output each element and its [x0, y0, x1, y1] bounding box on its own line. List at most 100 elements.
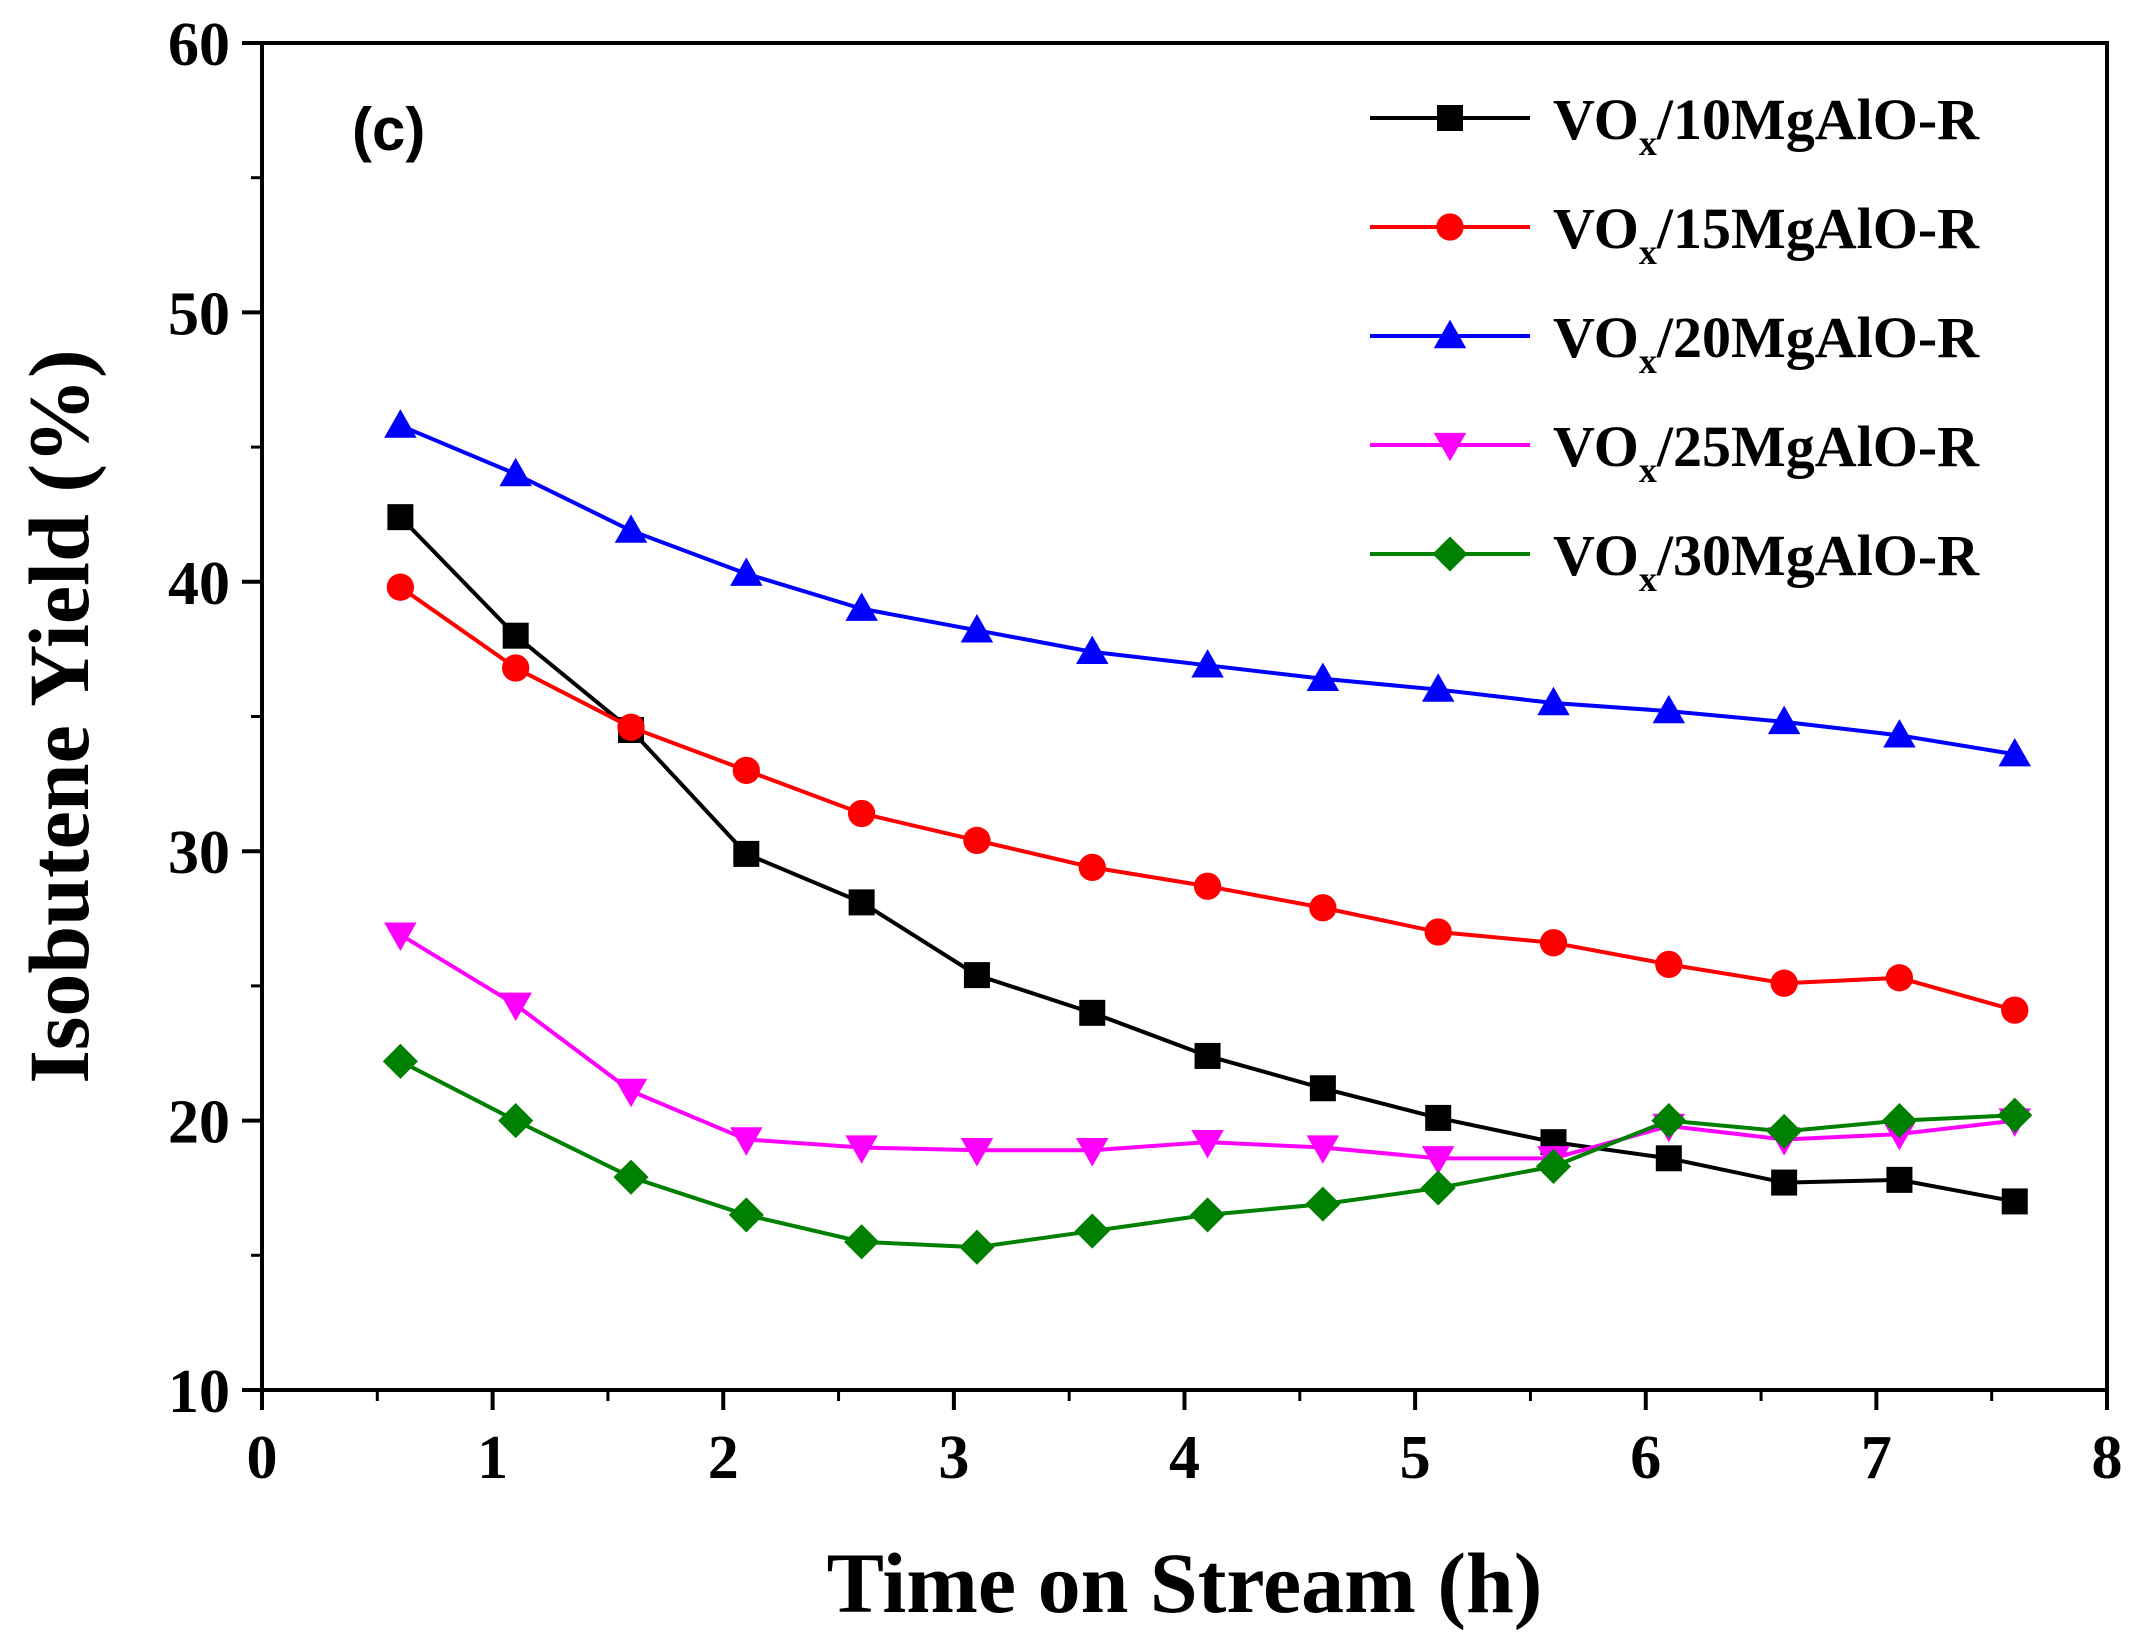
data-point: [1306, 662, 1340, 691]
data-point: [1424, 918, 1452, 946]
data-point: [1539, 929, 1568, 957]
data-point: [1766, 1113, 1802, 1149]
series-layer: [382, 409, 2033, 1265]
data-point: [1078, 853, 1106, 882]
data-point: [1074, 1213, 1110, 1249]
data-point: [499, 992, 532, 1022]
marker-diamond: [1432, 536, 1468, 572]
data-point: [387, 504, 414, 531]
axes-layer: 0 1 2 3 4 5 6 7 8 10 20 30 40 50 60: [168, 11, 2123, 1492]
series-3: [384, 409, 2031, 767]
panel-label: (c): [352, 96, 425, 163]
data-point: [1190, 1197, 1226, 1233]
data-point: [502, 654, 530, 682]
data-point: [1997, 1097, 2033, 1133]
data-point: [384, 409, 417, 438]
data-point: [382, 1043, 418, 1079]
y-tick-label: 20: [168, 1089, 230, 1157]
data-point: [1420, 1170, 1456, 1206]
x-tick-label: 6: [1630, 1424, 1661, 1492]
data-point: [848, 889, 875, 916]
data-point: [1655, 950, 1683, 978]
legend-label: VOx/10MgAlO-R: [1553, 87, 1980, 163]
x-axis-title: Time on Stream (h): [827, 1535, 1543, 1631]
x-tick-label: 0: [247, 1424, 278, 1492]
data-point: [614, 514, 648, 543]
data-point: [1881, 1103, 1917, 1139]
data-point: [1883, 719, 1916, 748]
data-point: [845, 1135, 878, 1164]
data-point: [1770, 969, 1798, 997]
data-point: [728, 1197, 764, 1233]
series-5: [382, 1043, 2033, 1265]
data-point: [963, 826, 991, 855]
x-tick-label: 1: [477, 1424, 508, 1492]
data-point: [1998, 737, 2031, 767]
data-point: [732, 756, 760, 785]
data-point: [733, 840, 760, 867]
legend-item: VOx/30MgAlO-R: [1370, 523, 1980, 599]
data-point: [2001, 996, 2029, 1024]
x-tick-label: 7: [1861, 1424, 1892, 1492]
data-point: [1652, 694, 1686, 724]
data-point: [963, 962, 990, 989]
data-point: [730, 557, 763, 586]
data-point: [1191, 1129, 1224, 1159]
data-point: [1306, 1135, 1340, 1164]
x-tick-label: 4: [1169, 1424, 1200, 1492]
data-point: [1421, 1146, 1455, 1175]
data-point: [1079, 999, 1106, 1026]
legend-label: VOx/20MgAlO-R: [1553, 305, 1980, 381]
x-tick-label: 8: [2092, 1424, 2123, 1492]
data-point: [384, 922, 417, 951]
data-point: [1535, 1148, 1572, 1184]
data-point: [1076, 635, 1109, 665]
y-tick-label: 40: [168, 550, 230, 618]
data-point: [1885, 964, 1914, 992]
data-point: [1425, 1104, 1452, 1131]
marker-triangle-up: [1433, 319, 1467, 349]
marker-square: [1437, 105, 1463, 131]
data-point: [499, 457, 532, 487]
data-point: [1309, 1075, 1336, 1102]
data-point: [1771, 1169, 1798, 1196]
y-axis-title: Isobutene Yield (%): [11, 349, 107, 1083]
data-point: [1309, 894, 1337, 922]
data-point: [1537, 686, 1570, 716]
data-point: [1194, 1042, 1221, 1069]
legend-item: VOx/25MgAlO-R: [1370, 414, 1980, 490]
series-2: [386, 573, 2029, 1024]
data-point: [730, 1127, 763, 1156]
legend-label: VOx/15MgAlO-R: [1553, 196, 1980, 272]
data-point: [614, 1078, 648, 1108]
data-point: [960, 614, 994, 643]
data-point: [386, 573, 415, 601]
data-point: [960, 1138, 994, 1167]
y-tick-label: 30: [168, 819, 230, 887]
data-point: [613, 1159, 649, 1195]
legend-item: VOx/15MgAlO-R: [1370, 196, 1980, 272]
data-point: [1886, 1166, 1913, 1193]
legend-item: VOx/10MgAlO-R: [1370, 87, 1980, 163]
data-point: [1651, 1103, 1687, 1139]
y-tick-label: 60: [168, 11, 230, 79]
data-point: [1655, 1145, 1682, 1172]
x-tick-label: 3: [938, 1424, 969, 1492]
legend: VOx/10MgAlO-R VOx/15MgAlO-R VOx/20MgAlO-R V…: [1370, 87, 1980, 599]
y-tick-label: 10: [168, 1358, 230, 1426]
legend-label: VOx/30MgAlO-R: [1553, 523, 1980, 599]
legend-item: VOx/20MgAlO-R: [1370, 305, 1980, 381]
data-point: [1767, 705, 1801, 735]
data-point: [617, 713, 645, 741]
legend-label: VOx/25MgAlO-R: [1553, 414, 1980, 490]
data-point: [845, 592, 878, 621]
data-point: [844, 1224, 880, 1260]
data-point: [498, 1103, 534, 1139]
data-point: [1191, 649, 1224, 678]
marker-circle: [1436, 213, 1464, 241]
marker-triangle-down: [1433, 432, 1467, 462]
data-point: [1305, 1186, 1341, 1222]
data-point: [1421, 673, 1455, 702]
series-line: [398, 515, 2016, 1204]
